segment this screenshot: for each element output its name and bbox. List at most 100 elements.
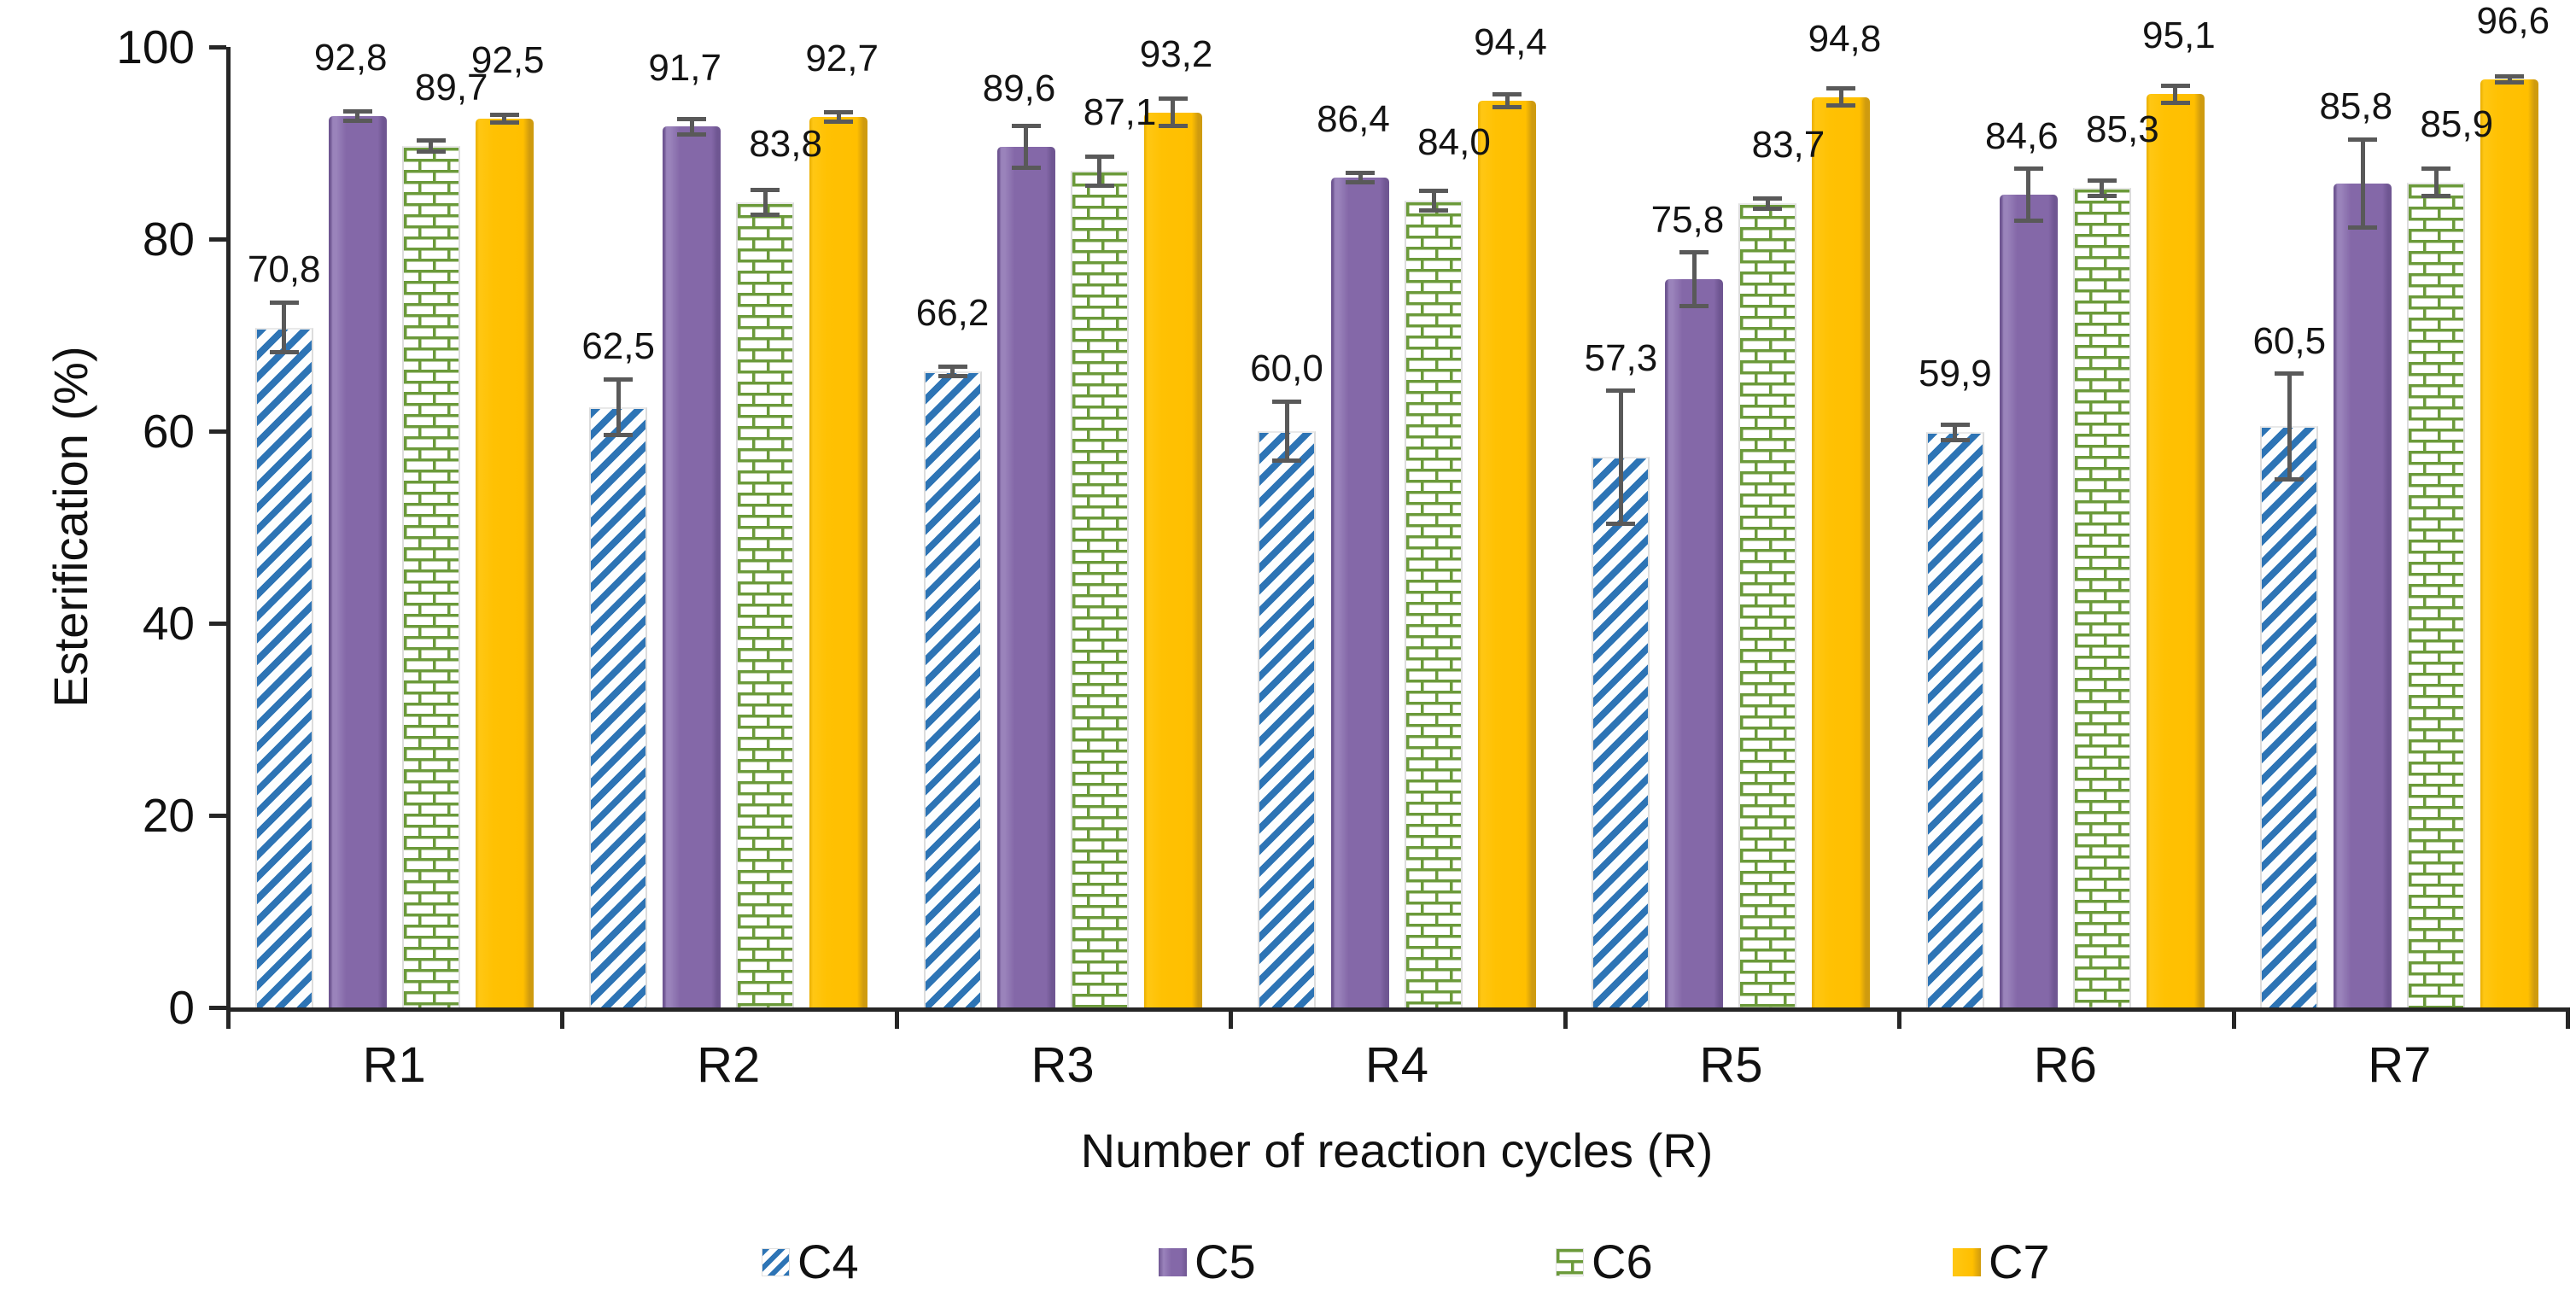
error-cap-bottom bbox=[1679, 304, 1709, 309]
error-cap-bottom bbox=[1606, 521, 1636, 526]
error-cap-bottom bbox=[1419, 207, 1448, 213]
error-bar-C7-R5 bbox=[1838, 88, 1843, 106]
error-bar-C6-R6 bbox=[2100, 180, 2105, 196]
error-cap-bottom bbox=[1272, 458, 1301, 464]
error-bar-C6-R2 bbox=[762, 190, 768, 215]
data-label-C4-R7: 60,5 bbox=[2252, 319, 2327, 362]
error-bar-C4-R3 bbox=[950, 366, 955, 377]
bar-C4-R5 bbox=[1592, 457, 1650, 1007]
error-bar-C4-R1 bbox=[282, 302, 287, 353]
bar-C6-R5 bbox=[1738, 203, 1797, 1007]
y-tick-label: 0 bbox=[168, 981, 195, 1034]
error-bar-C4-R5 bbox=[1618, 390, 1623, 523]
x-axis-tick bbox=[1229, 1012, 1234, 1029]
error-cap-top bbox=[2348, 137, 2378, 142]
error-cap-top bbox=[1753, 196, 1783, 201]
data-label-C7-R7: 96,6 bbox=[2476, 0, 2550, 43]
x-category-label: R3 bbox=[1031, 1037, 1095, 1093]
y-axis-tick bbox=[209, 813, 226, 818]
bar-C5-R6 bbox=[1999, 195, 2058, 1007]
error-bar-C6-R7 bbox=[2433, 168, 2439, 196]
bar-C6-R2 bbox=[736, 202, 795, 1007]
error-bar-C5-R4 bbox=[1358, 172, 1363, 183]
x-category-label: R7 bbox=[2368, 1037, 2432, 1093]
brick-fill bbox=[1740, 205, 1796, 1007]
error-cap-top bbox=[2421, 166, 2451, 172]
data-label-C7-R2: 92,7 bbox=[805, 38, 879, 80]
legend-label-C4: C4 bbox=[797, 1235, 859, 1288]
error-cap-top bbox=[2275, 371, 2304, 376]
y-tick-label: 40 bbox=[142, 597, 195, 650]
bar-C4-R6 bbox=[1925, 432, 1984, 1007]
error-cap-bottom bbox=[2348, 225, 2378, 230]
bar-C4-R2 bbox=[589, 406, 648, 1007]
y-axis-tick bbox=[209, 621, 226, 626]
error-bar-C7-R3 bbox=[1171, 98, 1176, 126]
data-label-C5-R7: 85,8 bbox=[2319, 85, 2393, 127]
error-cap-top bbox=[342, 108, 372, 114]
x-category-label: R4 bbox=[1364, 1037, 1429, 1093]
bar-C7-R4 bbox=[1478, 101, 1536, 1007]
data-label-C6-R7: 85,9 bbox=[2420, 102, 2494, 145]
legend-item-C6: C6 bbox=[1556, 1236, 1653, 1287]
error-cap-bottom bbox=[1084, 183, 1114, 188]
error-cap-top bbox=[677, 116, 707, 121]
error-cap-bottom bbox=[677, 131, 707, 137]
error-bar-C5-R5 bbox=[1691, 252, 1697, 307]
error-cap-bottom bbox=[1826, 103, 1856, 108]
data-label-C5-R5: 75,8 bbox=[1650, 198, 1725, 241]
y-tick-label: 60 bbox=[142, 405, 195, 458]
error-cap-top bbox=[1084, 154, 1114, 159]
error-cap-bottom bbox=[2275, 476, 2304, 482]
data-label-C5-R3: 89,6 bbox=[982, 67, 1056, 109]
error-cap-bottom bbox=[1158, 123, 1188, 128]
x-category-label: R6 bbox=[2033, 1037, 2097, 1093]
error-cap-bottom bbox=[2160, 100, 2190, 105]
brick-fill bbox=[403, 147, 459, 1007]
error-cap-bottom bbox=[824, 120, 854, 125]
error-bar-C4-R6 bbox=[1953, 424, 1958, 441]
error-bar-C6-R5 bbox=[1765, 198, 1770, 208]
error-cap-bottom bbox=[751, 213, 780, 218]
error-cap-top bbox=[604, 377, 634, 382]
legend-item-C5: C5 bbox=[1159, 1236, 1256, 1287]
bar-C5-R3 bbox=[996, 147, 1055, 1007]
error-cap-top bbox=[938, 365, 967, 370]
error-cap-bottom bbox=[1011, 166, 1041, 171]
data-label-C7-R3: 93,2 bbox=[1139, 32, 1213, 75]
error-cap-bottom bbox=[2013, 219, 2043, 224]
y-tick-label: 80 bbox=[142, 213, 195, 266]
bar-C6-R4 bbox=[1405, 201, 1463, 1007]
error-cap-top bbox=[1011, 123, 1041, 128]
y-axis-title: Esterification (%) bbox=[44, 346, 97, 708]
error-cap-bottom bbox=[2087, 193, 2117, 198]
brick-fill bbox=[1406, 202, 1461, 1007]
bar-C5-R7 bbox=[2334, 183, 2392, 1007]
error-cap-top bbox=[2013, 166, 2043, 172]
error-bar-C7-R7 bbox=[2507, 76, 2512, 83]
error-bar-C6-R4 bbox=[1431, 190, 1436, 211]
error-cap-top bbox=[489, 113, 519, 118]
x-axis-tick bbox=[1563, 1012, 1568, 1029]
error-cap-top bbox=[1940, 422, 1970, 427]
error-cap-bottom bbox=[604, 433, 634, 437]
bar-C7-R2 bbox=[809, 117, 868, 1007]
error-cap-top bbox=[1272, 399, 1301, 404]
data-label-C6-R4: 84,0 bbox=[1417, 121, 1491, 163]
x-axis-tick bbox=[1897, 1012, 1902, 1029]
brick-fill bbox=[1072, 172, 1127, 1007]
error-cap-top bbox=[751, 188, 780, 193]
error-cap-bottom bbox=[489, 120, 519, 126]
data-label-C6-R5: 83,7 bbox=[1751, 124, 1825, 166]
error-cap-top bbox=[1419, 189, 1448, 194]
error-bar-C4-R4 bbox=[1284, 401, 1289, 461]
error-cap-bottom bbox=[1346, 180, 1375, 185]
error-cap-top bbox=[824, 110, 854, 114]
error-cap-bottom bbox=[1492, 105, 1522, 110]
legend-swatch-C4 bbox=[762, 1247, 790, 1276]
y-tick-label: 100 bbox=[116, 20, 195, 73]
error-bar-C7-R4 bbox=[1504, 94, 1510, 108]
error-cap-top bbox=[2160, 83, 2190, 88]
error-cap-top bbox=[416, 137, 446, 143]
